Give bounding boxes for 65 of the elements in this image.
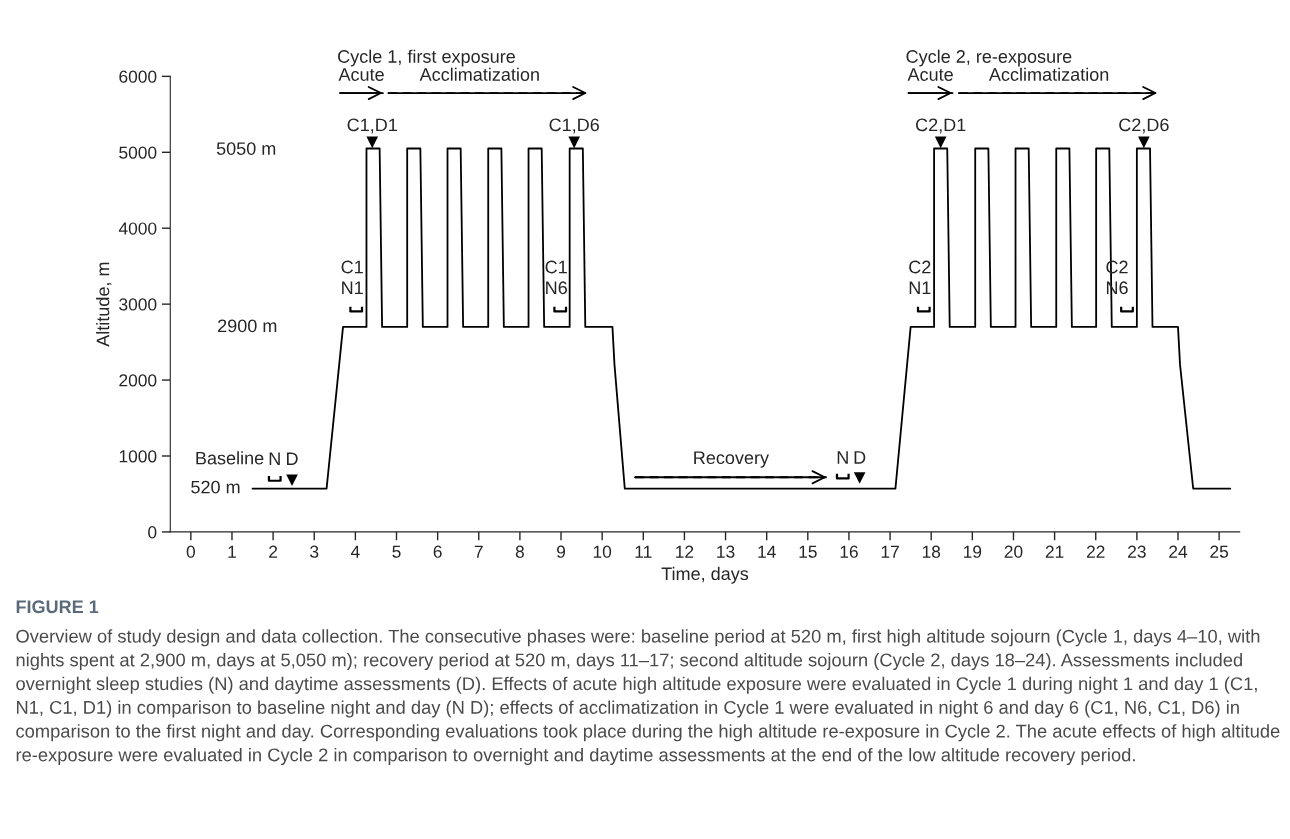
y-tick-label: 5000	[119, 146, 157, 159]
y-tick-label: 6000	[119, 70, 157, 83]
annotation: Cycle 1, first exposure	[338, 49, 515, 67]
x-tick-label: 2	[269, 545, 278, 558]
point	[853, 472, 866, 484]
annotation: C1,D6	[549, 118, 599, 134]
x-tick-label: 1	[228, 545, 236, 558]
annotation: Acclimatization	[419, 67, 539, 81]
x-tick-label: 13	[717, 545, 735, 558]
annotation: N	[837, 451, 848, 464]
x-tick-label: 6	[433, 545, 442, 558]
x-tick-label: 25	[1210, 545, 1229, 558]
x-tick-label: 9	[557, 545, 566, 558]
x-tick-label: 7	[474, 545, 483, 558]
x-tick-label: 11	[635, 545, 652, 558]
annotation: C2 N1	[909, 260, 931, 294]
x-tick-label: 17	[881, 545, 899, 558]
x-tick-label: 0	[186, 545, 195, 558]
annotation: Acute	[338, 68, 384, 81]
annotation: 5050 m	[216, 142, 276, 155]
x-tick-label: 8	[515, 545, 524, 558]
x-tick-label: 21	[1045, 545, 1064, 558]
annotation: D	[854, 451, 866, 464]
annotation: 520 m	[191, 480, 240, 494]
y-tick-label: 2000	[119, 374, 157, 387]
annotation: C1,D1	[347, 118, 397, 134]
annotation: Cycle 2, re-exposure	[906, 49, 1072, 67]
y-tick-label: 0	[148, 526, 157, 539]
annotation: C2,D6	[1119, 118, 1169, 134]
x-tick-label: 14	[758, 545, 776, 558]
x-tick-label: 18	[922, 545, 941, 558]
x-tick-label: 19	[964, 545, 982, 558]
point	[568, 136, 580, 149]
point	[1138, 136, 1150, 149]
x-tick-label: 20	[1004, 545, 1023, 558]
annotation: C1 N6	[545, 260, 567, 295]
annotation: Recovery	[694, 451, 769, 468]
x-tick-label: 24	[1169, 545, 1188, 558]
x-tick-label: 15	[799, 545, 817, 558]
x-tick-label: 22	[1086, 545, 1105, 558]
y-tick-label: 1000	[119, 450, 157, 463]
x-tick-label: 3	[310, 545, 319, 558]
x-tick-label: 23	[1128, 545, 1146, 558]
annotation: N	[269, 452, 280, 465]
point	[934, 136, 947, 149]
x-axis-title: Time, days	[661, 566, 749, 584]
point	[286, 474, 298, 487]
point	[366, 136, 379, 149]
caption: FIGURE 1	[16, 600, 99, 614]
text: Overview of study design and data collection. The consecutive phases were: baseline period at 520 m, first high altitude sojourn (Cycle 1, days 4–10, with nights spent at 2,900 m, days at 5,050 m); recovery period at 520 m, days 11–17; second altitude sojourn (Cycle 2, days 18–24). Assessments included overnight sleep studies (N) and daytime assessments (D). Effects of acute high altitude exposure were evaluated in Cycle 1 during night 1 and day 1 (C1, N1, C1, D1) in comparison to baseline night and day (N D); effects of acclimatization in Cycle 1 were evaluated in night 6 and day 6 (C1, N6, C1, D6) in comparison to the first night and day. Corresponding evaluations took place during the high altitude re-exposure in Cycle 2. The acute effects of high altitude re-exposure were evaluated in Cycle 2 in comparison to overnight and daytime assessments at the end of the low altitude recovery period.	[16, 629, 1280, 766]
x-tick-label: 5	[392, 545, 401, 558]
x-tick-label: 10	[593, 545, 612, 558]
annotation: 2900 m	[218, 319, 277, 333]
y-tick-label: 4000	[118, 222, 157, 235]
annotation: C2,D1	[916, 118, 966, 134]
x-tick-label: 16	[840, 545, 858, 558]
x-tick-label: 4	[350, 545, 360, 558]
y-axis-title: Altitude, m	[96, 262, 112, 347]
annotation: D	[286, 452, 298, 465]
annotation: Baseline	[196, 451, 264, 465]
annotation: Acclimatization	[988, 67, 1109, 81]
annotation: C1 N1	[341, 260, 363, 294]
annotation: Acute	[907, 68, 953, 81]
x-tick-label: 12	[676, 545, 694, 558]
y-tick-label: 3000	[119, 298, 157, 311]
